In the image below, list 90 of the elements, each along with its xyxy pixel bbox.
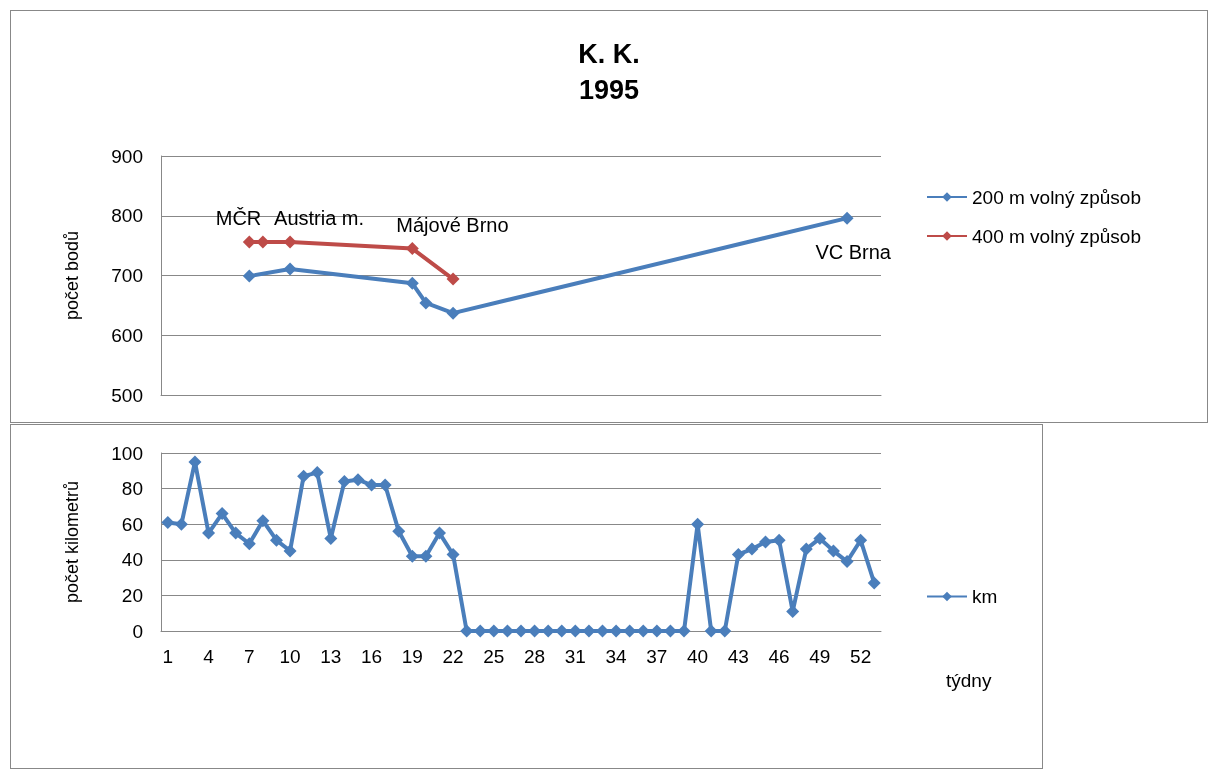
x-tick-label: 52 [850,646,872,667]
point [813,531,827,545]
y-tick-label: 900 [111,145,143,167]
point [704,624,718,638]
annotation: Austria m. [274,207,365,230]
point [745,542,759,556]
point [242,537,256,551]
point [799,542,813,556]
point [392,524,406,538]
x-tick-label: 4 [203,646,215,667]
point [242,269,256,283]
point [310,466,324,480]
point [826,544,840,558]
annotation: MČR [215,207,262,230]
point [731,547,745,561]
point [650,624,664,638]
point [161,515,175,529]
point [405,276,419,290]
y-tick-label: 600 [111,324,143,346]
y-axis-title: počet bodů [62,230,82,321]
x-tick-label: 16 [361,646,383,667]
legend-label: km [972,586,998,607]
legend-label: 400 m volný způsob [972,225,1141,247]
point [297,469,311,483]
point [283,262,297,276]
point [419,549,433,563]
chart-title: K. K. 1995 [578,39,640,105]
point [202,526,216,540]
legend-label: 200 m volný způsob [972,186,1141,208]
y-tick-label: 800 [111,205,143,227]
point [582,624,596,638]
y-tick-label: 700 [111,265,143,286]
x-tick-label: 19 [401,646,423,667]
y-tick-label: 100 [111,442,143,464]
x-tick-label: 7 [244,646,255,667]
x-tick-label: 49 [809,646,831,667]
x-tick-label: 10 [279,646,301,667]
point [718,624,732,638]
point [256,514,270,528]
point [840,211,854,225]
point [242,235,256,249]
y-tick-label: 40 [121,549,143,571]
point [677,624,691,638]
point [405,242,419,256]
point [215,507,229,521]
point [541,624,555,638]
point [759,535,773,549]
y-tick-label: 0 [132,620,143,642]
point [840,555,854,569]
x-axis-title: týdny [946,670,992,691]
point [609,624,623,638]
x-tick-label: 22 [442,646,464,667]
point [691,517,705,531]
point [432,526,446,540]
x-tick-label: 13 [320,646,342,667]
point [487,624,501,638]
point [867,576,881,590]
point [269,533,283,547]
y-tick-label: 500 [111,384,143,406]
point [405,549,419,563]
x-tick-label: 31 [564,646,586,667]
point [419,296,433,310]
point [854,533,868,547]
point [229,526,243,540]
annotation: Májové Brno [396,213,509,236]
point [283,235,297,249]
x-tick-label: 40 [687,646,709,667]
y-tick-label: 20 [121,584,143,606]
point [514,624,528,638]
point [446,547,460,561]
y-axis-title: počet kilometrů [62,480,82,604]
point [378,478,392,492]
point [351,473,365,487]
x-tick-label: 28 [524,646,546,667]
x-tick-label: 34 [605,646,628,667]
point [446,306,460,320]
annotation: VC Brna [815,241,892,263]
point [446,272,460,286]
point [256,235,270,249]
y-tick-label: 80 [121,478,143,500]
x-tick-label: 46 [768,646,790,667]
point [283,544,297,558]
point [772,533,786,547]
x-tick-label: 1 [162,646,174,667]
x-tick-label: 37 [646,646,668,667]
point [174,517,188,531]
x-tick-label: 43 [727,646,749,667]
point [337,474,351,488]
y-tick-label: 60 [121,513,143,535]
x-tick-label: 25 [483,646,505,667]
